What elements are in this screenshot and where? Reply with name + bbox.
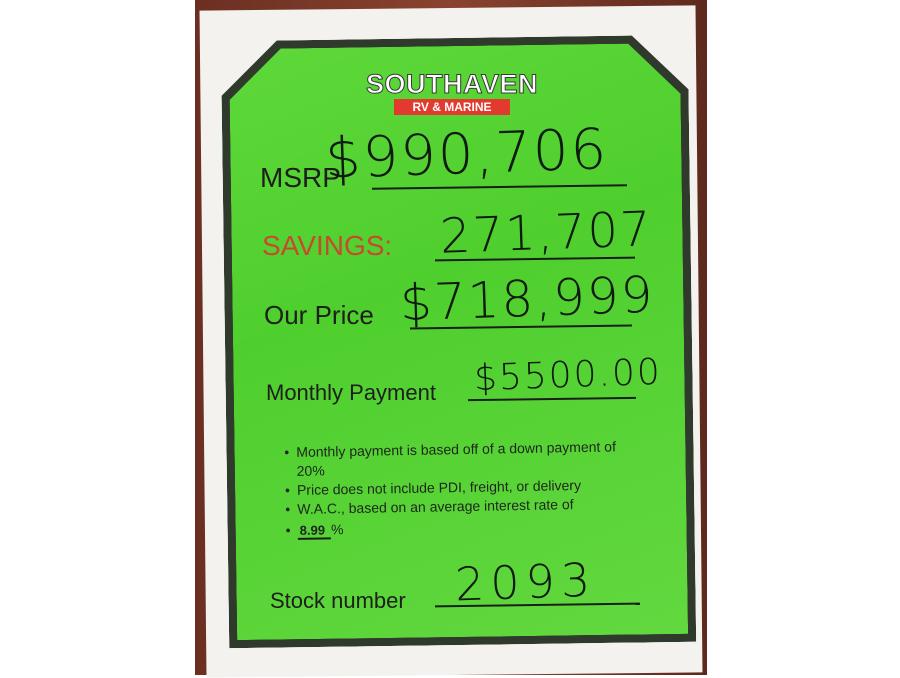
note-item: Monthly payment is based off of a down p… <box>284 437 645 481</box>
monthly-payment-value: $5500.00 <box>473 351 663 400</box>
interest-rate-value: 8.99 <box>297 522 332 540</box>
stock-number-label: Stock number <box>270 588 406 613</box>
savings-label: SAVINGS: <box>262 230 393 261</box>
our-price-value: $718,999 <box>399 265 656 333</box>
monthly-payment-label: Monthly Payment <box>266 380 436 405</box>
logo-name: SOUTHAVEN <box>365 69 538 99</box>
interest-rate-suffix: % <box>330 521 344 538</box>
msrp-label: MSRP <box>260 162 341 193</box>
msrp-value: $990,706 <box>323 117 610 192</box>
logo-subtitle: RV & MARINE <box>394 99 510 115</box>
our-price-label: Our Price <box>264 300 374 330</box>
savings-value: 271,707 <box>439 201 654 265</box>
southaven-logo: SOUTHAVEN RV & MARINE <box>352 70 552 116</box>
notes-list: Monthly payment is based off of a down p… <box>284 437 646 540</box>
